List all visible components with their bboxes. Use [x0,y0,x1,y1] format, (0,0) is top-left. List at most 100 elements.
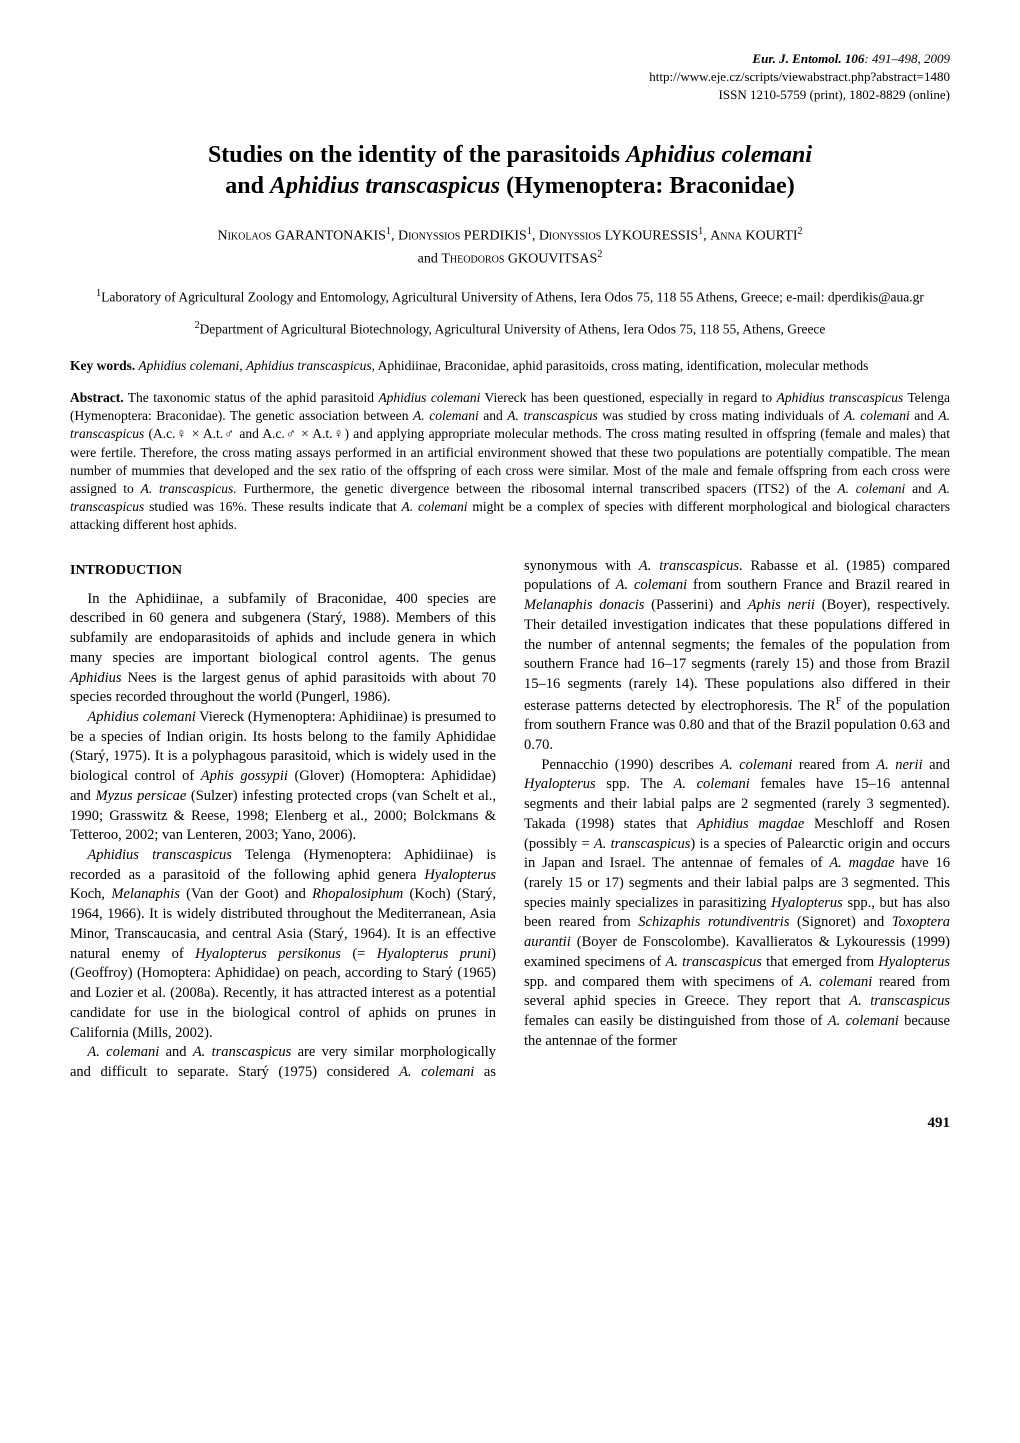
body-text: In the Aphidiinae, a subfamily of Bracon… [70,591,496,666]
author-last: LYKOURESSIS [601,229,698,244]
body-species: A. colemani [616,577,688,593]
authors-block: Nikolaos GARANTONAKIS1, Dionyssios PERDI… [70,224,950,269]
abstract-text: was studied by cross mating individuals … [598,408,844,423]
title-species: Aphidius colemani [626,142,812,168]
abstract-text: and [905,481,938,496]
body-text: Koch, [70,886,111,902]
author-first: Anna [710,229,742,244]
body-text: (Boyer), respectively. Their detailed in… [524,597,950,713]
journal-header: Eur. J. Entomol. 106: 491–498, 2009 http… [70,50,950,105]
author-last: GARANTONAKIS [271,229,385,244]
body-text: (Passerini) and [644,597,747,613]
abstract-text: Furthermore, the genetic divergence betw… [237,481,838,496]
author-sup: 2 [597,249,602,260]
body-columns: INTRODUCTION In the Aphidiinae, a subfam… [70,557,950,1083]
abstract-species: A. colemani [844,408,910,423]
abstract-species: A. colemani [837,481,905,496]
body-species: A. colemani [87,1044,159,1060]
body-para-5: Pennacchio (1990) describes A. colemani … [524,756,950,1052]
kw-sep: , [239,358,246,373]
author-last: PERDIKIS [460,229,527,244]
body-species: Aphidius [70,670,122,686]
body-text: reared from [792,757,876,773]
body-species: Rhopalosiphum [312,886,403,902]
title-part: and [225,173,270,199]
body-species: A. transcaspicus [849,993,950,1009]
author-last: GKOUVITSAS [504,251,597,266]
body-text: Nees is the largest genus of aphid paras… [70,670,496,706]
introduction-heading: INTRODUCTION [70,561,496,580]
body-species: A. magdae [829,855,894,871]
body-species: Schizaphis rotundiventris [638,914,789,930]
body-species: A. colemani [674,776,750,792]
body-species: Myzus persicae [96,788,187,804]
body-para-1: In the Aphidiinae, a subfamily of Bracon… [70,590,496,708]
body-para-3: Aphidius transcaspicus Telenga (Hymenopt… [70,846,496,1043]
affiliation-1: 1Laboratory of Agricultural Zoology and … [70,287,950,307]
abstract-block: Abstract. The taxonomic status of the ap… [70,389,950,535]
title-species: Aphidius transcaspicus [270,173,500,199]
abstract-species: Aphidius colemani [378,390,480,405]
body-text: Pennacchio (1990) describes [541,757,720,773]
author-sep: , [532,229,539,244]
kw-text: , Aphidiinae, Braconidae, aphid parasito… [372,358,869,373]
body-text: (Signoret) and [789,914,891,930]
body-text: spp. and compared them with specimens of [524,974,800,990]
page-number: 491 [70,1113,950,1133]
body-species: A. colemani [399,1064,474,1080]
body-species: Aphis nerii [748,597,815,613]
abstract-text: and [910,408,939,423]
abstract-species: A. transcaspicus. [141,481,237,496]
body-text: spp. The [596,776,674,792]
body-species: Hyalopterus persikonus [195,946,341,962]
body-text: (Van der Goot) and [180,886,312,902]
author-first: Dionyssios [398,229,460,244]
author-first: Nikolaos [217,229,271,244]
body-species: A. colemani [828,1013,899,1029]
body-species: Hyalopterus [524,776,596,792]
author-and: and [418,251,442,266]
author-sep: , [391,229,398,244]
body-text: females can easily be distinguished from… [524,1013,828,1029]
body-species: Aphidius magdae [697,816,804,832]
body-species: A. transcaspicus [665,954,761,970]
body-species: Hyalopterus [424,867,496,883]
body-text: that emerged from [762,954,878,970]
abstract-species: A. colemani [402,499,468,514]
body-species: Aphis gossypii [201,768,288,784]
body-species: Aphidius colemani [87,709,195,725]
body-species: A. transcaspicus [594,836,691,852]
body-species: A. colemani [720,757,792,773]
body-species: Hyalopterus pruni [377,946,491,962]
abstract-text: and [479,408,508,423]
body-text: and [159,1044,193,1060]
journal-pages: : 491–498, 2009 [864,51,950,66]
title-part: (Hymenoptera: Braconidae) [500,173,795,199]
journal-name: Eur. J. Entomol. [752,51,841,66]
body-para-2: Aphidius colemani Viereck (Hymenoptera: … [70,708,496,846]
body-text: and [923,757,950,773]
abstract-species: A. transcaspicus [507,408,597,423]
journal-issn: ISSN 1210-5759 (print), 1802-8829 (onlin… [70,86,950,104]
body-species: A. transcaspicus [639,558,739,574]
journal-vol: 106 [842,51,865,66]
abstract-label: Abstract. [70,390,124,405]
kw-species: Aphidius transcaspicus [246,358,372,373]
journal-url: http://www.eje.cz/scripts/viewabstract.p… [70,68,950,86]
abstract-text: studied was 16%. These results indicate … [144,499,401,514]
affil-text: Department of Agricultural Biotechnology… [200,321,826,336]
author-first: Theodoros [441,251,504,266]
title-part: Studies on the identity of the parasitoi… [208,142,626,168]
affiliation-2: 2Department of Agricultural Biotechnolog… [70,319,950,339]
body-species: Hyalopterus [878,954,950,970]
body-species: Melanaphis [111,886,179,902]
author-first: Dionyssios [539,229,601,244]
body-text: (= [341,946,377,962]
keywords-label: Key words. [70,358,135,373]
abstract-species: Aphidius transcaspicus [777,390,904,405]
affil-text: Laboratory of Agricultural Zoology and E… [101,290,924,305]
author-sup: 2 [798,226,803,237]
body-species: Aphidius transcaspicus [87,847,232,863]
abstract-text: The taxonomic status of the aphid parasi… [124,390,379,405]
abstract-text: Viereck has been questioned, especially … [480,390,776,405]
